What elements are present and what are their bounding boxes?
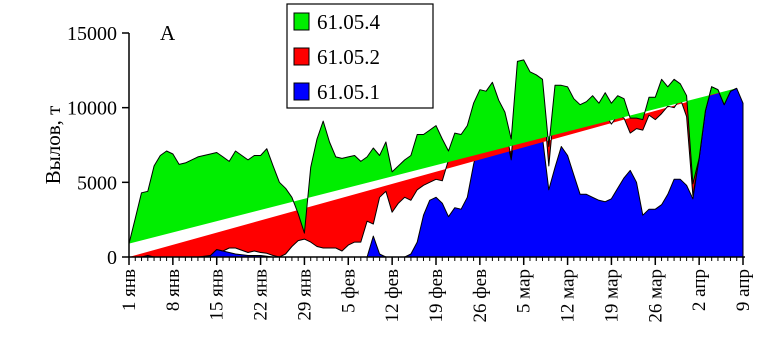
x-tick-label: 19 мар: [601, 269, 622, 323]
y-tick-label: 10000: [67, 98, 117, 120]
x-tick-label: 9 апр: [733, 269, 754, 311]
legend-swatch-61-05-1: [293, 82, 310, 101]
stacked-areas: [128, 59, 744, 258]
y-ticks: 0 5000 10000 15000: [67, 23, 129, 269]
panel-label: А: [160, 21, 176, 45]
y-tick-label: 15000: [67, 23, 117, 45]
x-tick-label: 5 фев: [338, 269, 359, 313]
x-tick-label: 15 янв: [207, 269, 228, 321]
x-tick-label: 19 фев: [426, 269, 447, 322]
x-tick-label: 2 апр: [689, 269, 710, 311]
x-tick-label: 1 янв: [119, 269, 140, 311]
y-axis-label: Вылов, т: [41, 106, 65, 185]
x-tick-label: 5 мар: [514, 269, 535, 313]
area-series-61-05-4: [128, 59, 737, 244]
x-tick-label: 8 янв: [163, 269, 184, 311]
x-ticks: 1 янв 8 янв 15 янв 22 янв 29 янв 5 фев 12 фев 1…: [119, 257, 754, 323]
legend-label-61-05-2: 61.05.2: [317, 45, 380, 69]
x-tick-label: 26 фев: [470, 269, 491, 322]
y-tick-label: 0: [107, 247, 117, 269]
x-tick-label: 29 янв: [294, 269, 315, 321]
legend: 61.05.4 61.05.2 61.05.1: [286, 3, 434, 109]
x-tick-label: 12 мар: [558, 269, 579, 323]
legend-frame: [286, 3, 434, 109]
legend-swatch-61-05-4: [293, 12, 310, 31]
legend-swatch-61-05-2: [293, 47, 310, 66]
legend-label-61-05-1: 61.05.1: [317, 80, 380, 104]
legend-label-61-05-4: 61.05.4: [317, 10, 381, 34]
x-tick-label: 22 янв: [251, 269, 272, 321]
x-tick-label: 26 мар: [645, 269, 666, 323]
y-tick-label: 5000: [77, 172, 117, 194]
x-tick-label: 12 фев: [382, 269, 403, 322]
